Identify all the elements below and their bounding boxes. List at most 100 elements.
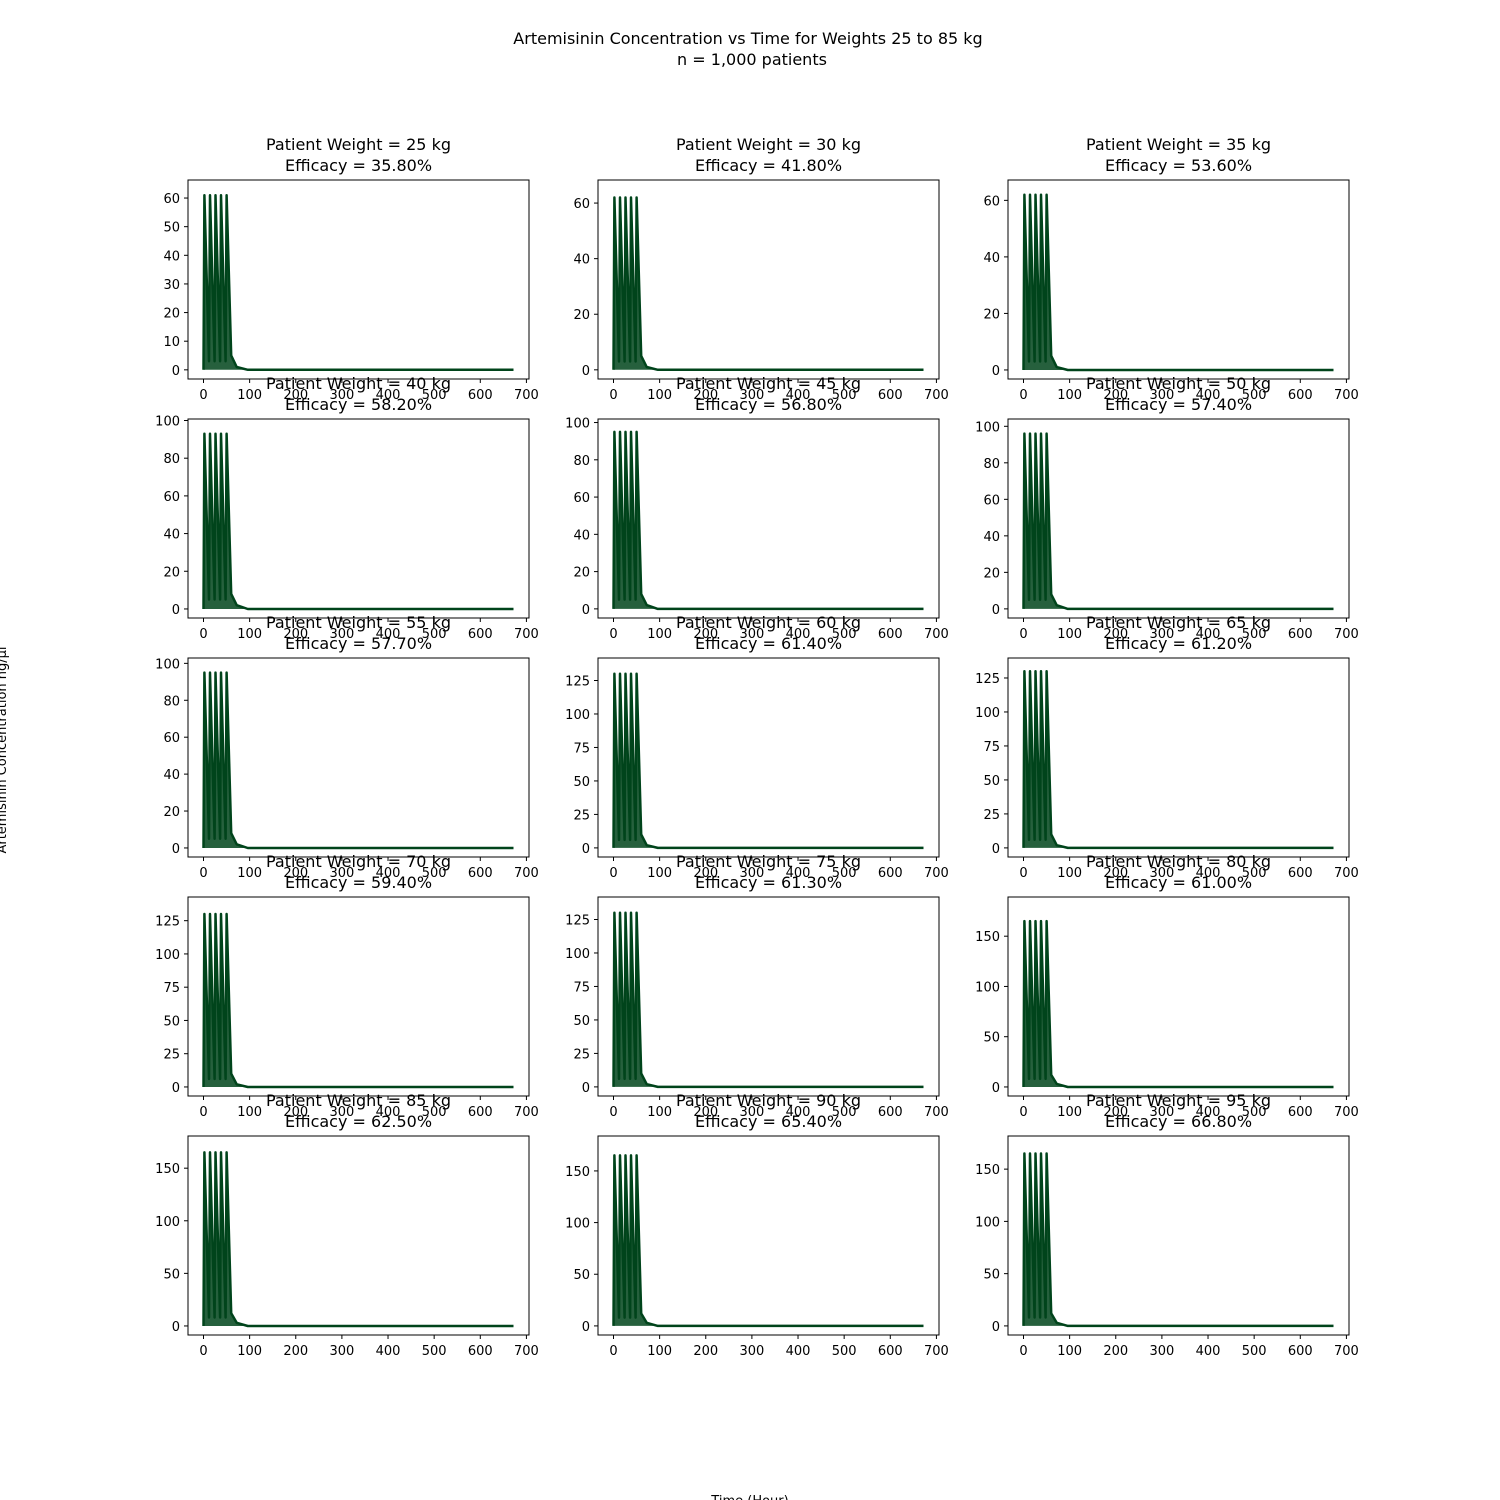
x-tick-label: 200 (283, 866, 308, 881)
figure-title: Artemisinin Concentration vs Time for We… (513, 29, 982, 48)
x-tick-label: 700 (1334, 866, 1359, 881)
x-tick-label: 500 (422, 866, 447, 881)
x-tick-label: 700 (924, 866, 949, 881)
y-tick-label: 75 (573, 980, 590, 995)
x-tick-label: 300 (329, 627, 354, 642)
x-tick-label: 0 (609, 866, 617, 881)
subplot-subtitle: Efficacy = 57.40% (1105, 395, 1252, 414)
subplot-subtitle: Efficacy = 35.80% (285, 156, 432, 175)
x-tick-label: 0 (1019, 1344, 1027, 1359)
concentration-line (202, 912, 514, 1089)
x-tick-label: 300 (739, 388, 764, 403)
x-tick-label: 0 (199, 1105, 207, 1120)
y-tick-label: 0 (992, 1320, 1000, 1335)
subplot-subtitle: Efficacy = 61.40% (695, 634, 842, 653)
x-tick-label: 0 (199, 1344, 207, 1359)
x-tick-label: 400 (1196, 627, 1221, 642)
y-tick-label: 100 (975, 1215, 1000, 1230)
subplot-subtitle: Efficacy = 66.80% (1105, 1112, 1252, 1131)
y-tick-label: 50 (163, 1014, 180, 1029)
y-tick-label: 125 (975, 672, 1000, 687)
x-tick-label: 200 (1103, 627, 1128, 642)
concentration-line (202, 1151, 514, 1328)
y-tick-label: 75 (163, 981, 180, 996)
concentration-line (612, 1154, 924, 1328)
x-tick-label: 300 (1149, 1344, 1174, 1359)
x-tick-label: 700 (1334, 1344, 1359, 1359)
axes-frame (1007, 179, 1350, 380)
y-tick-label: 50 (983, 1031, 1000, 1046)
y-tick-label: 40 (163, 528, 180, 543)
x-tick-label: 500 (832, 1344, 857, 1359)
concentration-line (1022, 669, 1334, 850)
subplot-subtitle: Efficacy = 41.80% (695, 156, 842, 175)
y-tick-label: 0 (582, 842, 590, 857)
x-tick-label: 100 (237, 866, 262, 881)
x-tick-label: 400 (786, 388, 811, 403)
subplot-title: Patient Weight = 30 kg (676, 135, 861, 154)
x-tick-label: 0 (1019, 388, 1027, 403)
x-tick-label: 200 (1103, 866, 1128, 881)
y-tick-label: 50 (573, 775, 590, 790)
x-tick-label: 0 (609, 1344, 617, 1359)
y-tick-label: 100 (155, 415, 180, 430)
y-tick-label: 125 (565, 913, 590, 928)
y-tick-label: 60 (163, 490, 180, 505)
concentration-line (612, 911, 924, 1089)
x-tick-label: 300 (1149, 1105, 1174, 1120)
x-tick-label: 300 (329, 866, 354, 881)
y-tick-label: 40 (163, 768, 180, 783)
y-tick-label: 125 (565, 674, 590, 689)
figure-subtitle: n = 1,000 patients (677, 50, 827, 69)
x-tick-label: 600 (1288, 388, 1313, 403)
x-tick-label: 700 (514, 388, 539, 403)
x-tick-label: 400 (376, 866, 401, 881)
y-tick-label: 100 (975, 980, 1000, 995)
x-tick-label: 700 (1334, 627, 1359, 642)
x-tick-label: 400 (376, 1105, 401, 1120)
subplot-title: Patient Weight = 75 kg (676, 852, 861, 871)
x-tick-label: 200 (283, 388, 308, 403)
x-tick-label: 600 (878, 866, 903, 881)
x-tick-label: 200 (693, 866, 718, 881)
y-tick-label: 0 (582, 1320, 590, 1335)
x-tick-label: 100 (647, 866, 672, 881)
axes-frame (597, 418, 940, 619)
x-tick-label: 200 (693, 627, 718, 642)
y-tick-label: 100 (975, 706, 1000, 721)
x-tick-label: 500 (1242, 388, 1267, 403)
subplot-subtitle: Efficacy = 61.20% (1105, 634, 1252, 653)
x-tick-label: 400 (1196, 1344, 1221, 1359)
x-tick-label: 500 (1242, 1105, 1267, 1120)
x-tick-label: 600 (1288, 866, 1313, 881)
x-tick-label: 500 (832, 388, 857, 403)
concentration-line (612, 196, 924, 372)
x-tick-label: 700 (514, 1344, 539, 1359)
x-tick-label: 400 (1196, 866, 1221, 881)
concentration-line (612, 672, 924, 850)
y-tick-label: 10 (163, 335, 180, 350)
y-tick-label: 80 (983, 457, 1000, 472)
x-tick-label: 0 (609, 388, 617, 403)
x-tick-label: 200 (1103, 388, 1128, 403)
x-tick-label: 700 (924, 388, 949, 403)
x-tick-label: 100 (1057, 1105, 1082, 1120)
x-tick-label: 100 (237, 388, 262, 403)
x-tick-label: 500 (1242, 627, 1267, 642)
y-tick-label: 40 (163, 249, 180, 264)
y-tick-label: 80 (573, 454, 590, 469)
x-tick-label: 100 (647, 1344, 672, 1359)
y-axis-label: Artemisinin Concentration ng/µl (0, 646, 10, 853)
y-tick-label: 150 (975, 930, 1000, 945)
concentration-line (1022, 1152, 1334, 1328)
x-tick-label: 600 (878, 627, 903, 642)
concentration-line (1022, 919, 1334, 1089)
x-tick-label: 0 (1019, 627, 1027, 642)
concentration-line (612, 430, 924, 611)
concentration-line (1022, 193, 1334, 372)
axes-frame (1007, 1135, 1350, 1336)
subplot-subtitle: Efficacy = 53.60% (1105, 156, 1252, 175)
x-axis-label: Time (Hour) (710, 1494, 788, 1500)
y-tick-label: 150 (975, 1163, 1000, 1178)
x-tick-label: 0 (199, 866, 207, 881)
